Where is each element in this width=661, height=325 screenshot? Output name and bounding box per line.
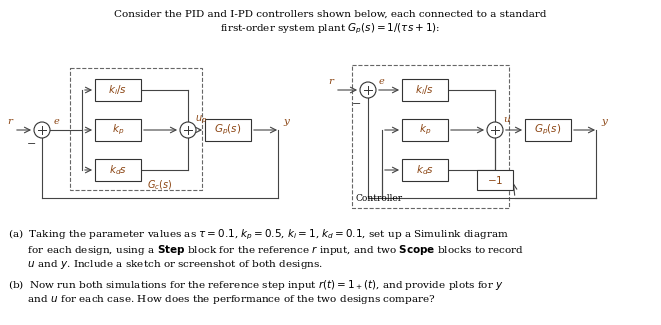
Text: $k_p$: $k_p$ [419, 123, 431, 137]
Bar [95, 79, 141, 101]
Text: $k_i/s$: $k_i/s$ [108, 83, 128, 97]
Text: r: r [7, 118, 13, 126]
Text: $-1$: $-1$ [486, 174, 503, 186]
Bar [402, 159, 448, 181]
Text: $k_i/s$: $k_i/s$ [416, 83, 434, 97]
Bar [525, 119, 571, 141]
Text: $k_d s$: $k_d s$ [109, 163, 127, 177]
Bar [477, 170, 513, 190]
Bar [95, 119, 141, 141]
Text: y: y [283, 116, 289, 125]
Text: $k_p$: $k_p$ [112, 123, 124, 137]
Text: $G_c(s)$: $G_c(s)$ [147, 178, 173, 192]
Text: and $u$ for each case. How does the performance of the two designs compare?: and $u$ for each case. How does the perf… [8, 293, 436, 306]
Text: Consider the PID and I-PD controllers shown below, each connected to a standard: Consider the PID and I-PD controllers sh… [114, 10, 546, 19]
Text: for each design, using a $\mathbf{Step}$ block for the reference $r$ input, and : for each design, using a $\mathbf{Step}$… [8, 243, 524, 257]
Circle shape [487, 122, 503, 138]
Text: (b)  Now run both simulations for the reference step input $r(t) = 1_+(t)$, and : (b) Now run both simulations for the ref… [8, 278, 504, 292]
Text: $G_p(s)$: $G_p(s)$ [534, 123, 562, 137]
Bar [205, 119, 251, 141]
Text: first-order system plant $G_p(s) = 1/(\tau s+1)$:: first-order system plant $G_p(s) = 1/(\t… [220, 22, 440, 36]
Text: y: y [601, 116, 607, 125]
Text: e: e [53, 116, 59, 125]
Text: $u_p$: $u_p$ [195, 114, 207, 126]
Bar [70, 68, 202, 190]
Text: (a)  Taking the parameter values as $\tau = 0.1$, $k_p = 0.5$, $k_i = 1$, $k_d =: (a) Taking the parameter values as $\tau… [8, 228, 509, 242]
Text: Controller: Controller [355, 194, 402, 203]
Bar [352, 65, 509, 208]
Text: $G_p(s)$: $G_p(s)$ [214, 123, 242, 137]
Circle shape [180, 122, 196, 138]
Bar [95, 159, 141, 181]
Text: −: − [352, 99, 362, 109]
Circle shape [34, 122, 50, 138]
Text: u: u [504, 115, 510, 124]
Text: $u$ and $y$. Include a sketch or screenshot of both designs.: $u$ and $y$. Include a sketch or screens… [8, 258, 323, 271]
Text: e: e [378, 76, 384, 85]
Bar [402, 119, 448, 141]
Text: r: r [329, 76, 334, 85]
Bar [402, 79, 448, 101]
Circle shape [360, 82, 376, 98]
Text: −: − [27, 139, 37, 149]
Text: $k_d s$: $k_d s$ [416, 163, 434, 177]
